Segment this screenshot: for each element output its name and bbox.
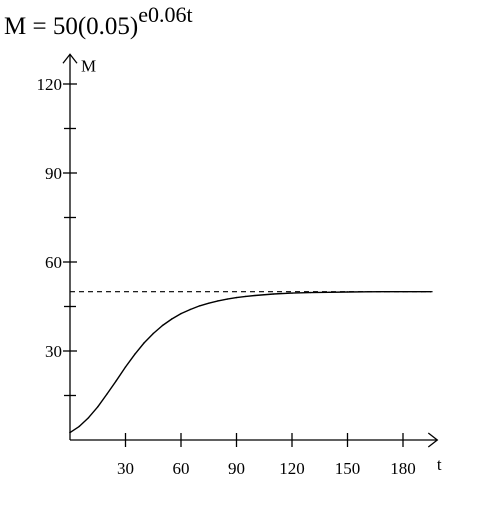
data-point (254, 294, 256, 297)
series-line (69, 291, 432, 434)
x-tick-label: 150 (335, 459, 361, 478)
data-point (78, 425, 80, 428)
data-point (328, 291, 330, 293)
data-point (152, 332, 154, 335)
y-axis-title: M (81, 56, 96, 75)
axes (62, 53, 439, 448)
data-point (235, 296, 238, 299)
equation-exponent: 0.06t (148, 2, 193, 27)
data-point (180, 312, 182, 315)
data-point (134, 353, 136, 355)
data-point (383, 291, 386, 293)
data-point (87, 417, 90, 419)
data-point (115, 379, 117, 382)
equation-exponent-e: e (138, 2, 148, 27)
y-tick-label: 60 (45, 253, 62, 272)
data-point (189, 308, 191, 311)
data-point (198, 305, 201, 307)
x-tick-label: 90 (228, 459, 245, 478)
x-tick-label: 120 (279, 459, 305, 478)
data-point (106, 393, 108, 395)
data-point (97, 406, 99, 408)
y-tick-label: 90 (45, 164, 62, 183)
data-point (291, 292, 293, 294)
data-point (69, 431, 71, 434)
x-tick-label: 60 (173, 459, 190, 478)
x-axis-arrow (427, 432, 439, 448)
data-point (420, 290, 423, 293)
data-point (217, 300, 219, 302)
data-point (245, 295, 247, 298)
equation-base: M = 50(0.05) (4, 13, 139, 40)
data-point (309, 291, 312, 294)
x-tick-label: 30 (117, 459, 134, 478)
data-point (208, 302, 210, 304)
axis-ticks (63, 83, 404, 447)
data-point (365, 291, 367, 293)
data-point (226, 298, 228, 300)
data-point (346, 291, 349, 293)
data-point (124, 366, 127, 368)
data-point (430, 290, 432, 293)
data-point (161, 324, 164, 327)
tick-labels: 30 60 90 120 150 180 30 60 90 120 t M (37, 56, 442, 478)
data-point (171, 318, 173, 320)
y-tick-label: 120 (37, 75, 63, 94)
y-axis-arrow (62, 53, 78, 64)
x-axis-title: t (437, 455, 442, 474)
data-point (272, 293, 275, 295)
y-tick-label: 30 (45, 342, 62, 361)
x-tick-label: 180 (390, 459, 416, 478)
equation-label: M = 50(0.05)e0.06t (4, 2, 193, 42)
data-point (143, 342, 145, 344)
series-group (69, 290, 433, 434)
data-point (402, 290, 404, 293)
